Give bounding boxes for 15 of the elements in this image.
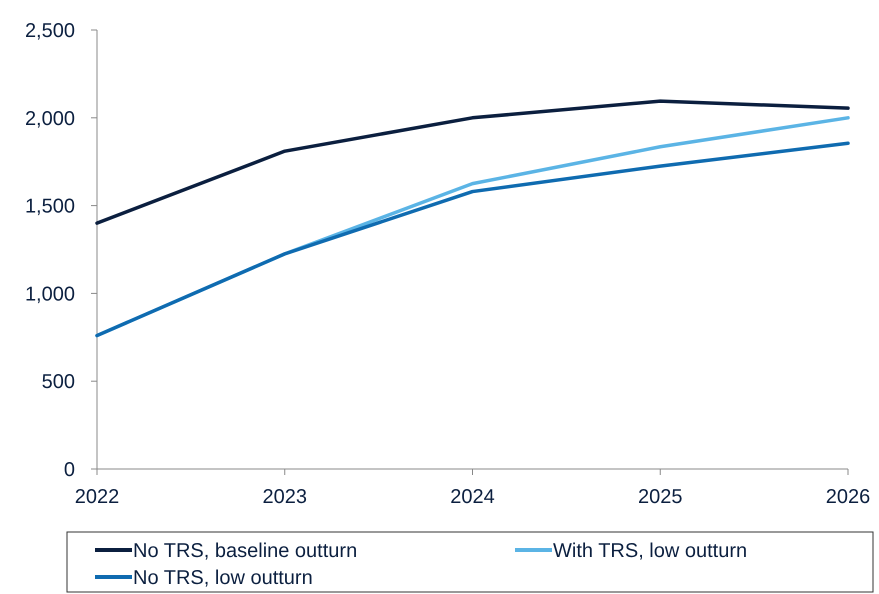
x-tick-label: 2026 <box>826 486 870 508</box>
y-tick-label: 2,000 <box>24 108 75 130</box>
x-tick-label: 2025 <box>638 486 682 508</box>
y-tick-label: 1,500 <box>24 196 75 218</box>
y-tick-label: 1,000 <box>24 283 75 306</box>
legend-label: No TRS, low outturn <box>133 567 313 589</box>
y-tick-label: 2,500 <box>24 20 75 42</box>
x-tick-label: 2022 <box>74 486 120 508</box>
legend-label: No TRS, baseline outturn <box>133 540 358 562</box>
x-tick-label: 2024 <box>450 486 495 508</box>
y-tick-label: 500 <box>42 371 75 394</box>
y-tick-label: 0 <box>64 459 75 481</box>
legend-label: With TRS, low outturn <box>553 540 748 562</box>
line-series <box>95 99 850 225</box>
x-tick-label: 2023 <box>262 486 307 508</box>
